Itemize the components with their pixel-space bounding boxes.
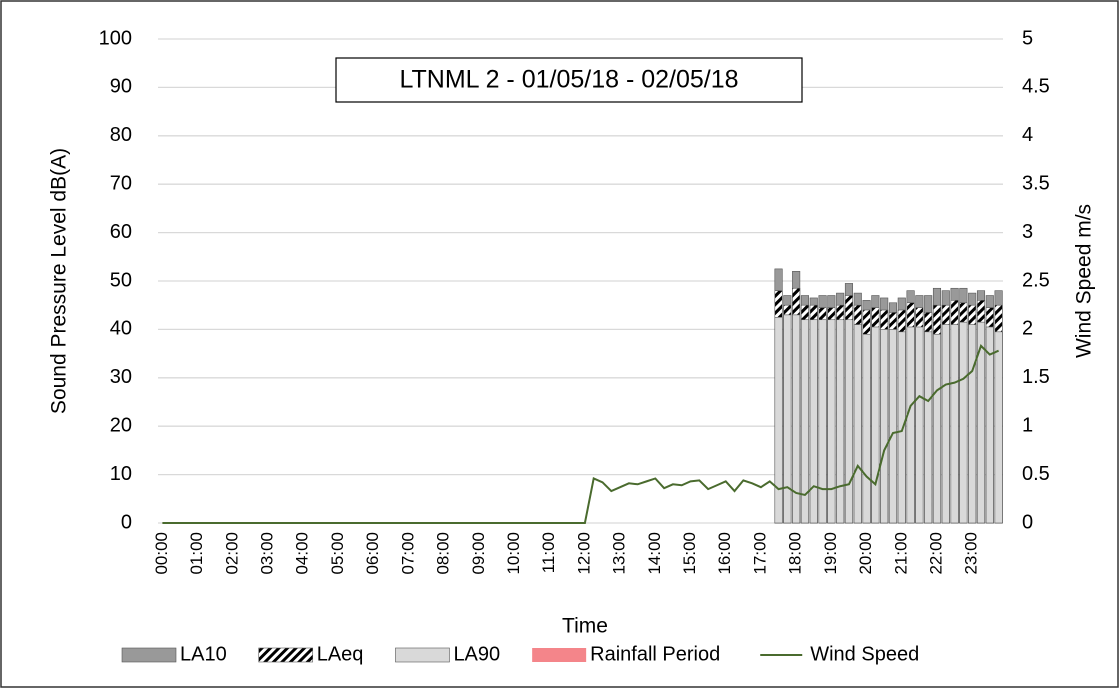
legend-label: LA90 <box>453 643 500 665</box>
legend-label: Rainfall Period <box>590 643 720 665</box>
y-tick-label: 70 <box>110 172 132 194</box>
x-tick-label: 11:00 <box>539 532 558 573</box>
y-tick-label: 20 <box>110 414 132 436</box>
bar <box>853 324 862 524</box>
x-tick-label: 09:00 <box>469 532 488 575</box>
x-tick-label: 22:00 <box>926 532 945 575</box>
x-tick-label: 23:00 <box>962 532 981 575</box>
legend-swatch <box>121 647 177 663</box>
bar <box>976 321 986 524</box>
x-tick-label: 00:00 <box>152 532 171 575</box>
bar <box>906 326 915 524</box>
y-tick-label: 100 <box>99 27 132 49</box>
y2-tick-label: 2 <box>1022 318 1033 340</box>
x-tick-label: 12:00 <box>574 532 593 575</box>
x-tick-label: 13:00 <box>610 532 629 575</box>
y-tick-label: 50 <box>110 269 132 291</box>
bar <box>968 324 977 524</box>
y2-tick-label: 3 <box>1022 221 1033 243</box>
bar <box>836 319 845 524</box>
bar <box>897 331 906 524</box>
y2-tick-label: 1.5 <box>1022 366 1050 388</box>
bar <box>783 314 792 524</box>
legend-swatch <box>395 647 450 663</box>
x-tick-label: 03:00 <box>258 532 277 575</box>
y-tick-label: 30 <box>110 366 132 388</box>
y-axis-title: Sound Pressure Level dB(A) <box>48 148 71 414</box>
legend-label: LAeq <box>317 643 364 665</box>
x-tick-label: 06:00 <box>363 532 382 575</box>
x-tick-label: 07:00 <box>398 532 417 575</box>
bar <box>985 326 994 524</box>
x-tick-label: 01:00 <box>187 532 206 575</box>
bar <box>774 316 783 524</box>
bar <box>880 329 889 524</box>
x-tick-label: 19:00 <box>821 532 840 575</box>
y2-tick-label: 0.5 <box>1022 463 1050 485</box>
bar <box>888 329 898 524</box>
bar <box>932 333 942 524</box>
bar <box>818 319 827 524</box>
x-tick-label: 10:00 <box>504 532 523 575</box>
y2-tick-label: 5 <box>1022 27 1033 49</box>
y2-tick-label: 4 <box>1022 124 1033 146</box>
legend-label: LA10 <box>180 643 227 665</box>
x-tick-label: 14:00 <box>645 532 664 575</box>
y-tick-label: 90 <box>110 76 132 98</box>
legend-swatch <box>532 648 587 662</box>
y2-tick-label: 3.5 <box>1022 172 1050 194</box>
y2-axis-title: Wind Speed m/s <box>1073 204 1096 358</box>
bar <box>827 319 836 524</box>
line <box>162 344 1000 524</box>
y2-tick-label: 1 <box>1022 414 1033 436</box>
y-tick-label: 60 <box>110 221 132 243</box>
title-box <box>335 57 803 103</box>
y-tick-label: 0 <box>121 511 132 533</box>
bar <box>915 326 924 524</box>
bar <box>950 324 959 524</box>
y-tick-label: 40 <box>110 318 132 340</box>
x-tick-label: 04:00 <box>293 532 312 575</box>
bar <box>792 314 801 524</box>
x-tick-label: 02:00 <box>222 532 241 575</box>
x-tick-label: 16:00 <box>715 532 734 575</box>
x-tick-label: 20:00 <box>856 532 875 575</box>
legend-item: Rainfall Period <box>532 643 720 665</box>
x-tick-label: 05:00 <box>328 532 347 575</box>
legend-item: LA90 <box>395 643 500 665</box>
y2-tick-label: 2.5 <box>1022 269 1050 291</box>
legend-swatch <box>258 647 314 663</box>
bar <box>924 331 933 524</box>
legend-item: LA10 <box>121 643 227 665</box>
x-tick-label: 17:00 <box>750 532 769 575</box>
x-tick-label: 18:00 <box>786 532 805 575</box>
chart-title: LTNML 2 - 01/05/18 - 02/05/18 <box>399 66 738 94</box>
bar <box>941 324 950 524</box>
x-tick-label: 21:00 <box>891 532 910 575</box>
x-tick-label: 15:00 <box>680 532 699 575</box>
bar <box>844 319 854 524</box>
bar <box>871 326 880 524</box>
bar <box>994 331 1003 524</box>
plot-area: 0 10 20 30 40 50 60 70 80 90 100 0 0.5 1 1.5 2 2.5 3 3.5 4 4… <box>99 27 1050 574</box>
legend-item: LAeq <box>258 643 364 665</box>
x-tick-label: 08:00 <box>434 532 453 575</box>
legend-label: Wind Speed <box>810 643 919 665</box>
y2-tick-label: 0 <box>1022 511 1033 533</box>
legend-item: Wind Speed <box>760 643 919 665</box>
y-tick-label: 80 <box>110 124 132 146</box>
bar <box>800 319 809 524</box>
bar <box>809 319 818 524</box>
y-tick-label: 10 <box>110 463 132 485</box>
x-axis-title: Time <box>562 615 608 638</box>
bar <box>862 333 871 524</box>
y2-tick-label: 4.5 <box>1022 76 1050 98</box>
bar <box>959 321 968 524</box>
